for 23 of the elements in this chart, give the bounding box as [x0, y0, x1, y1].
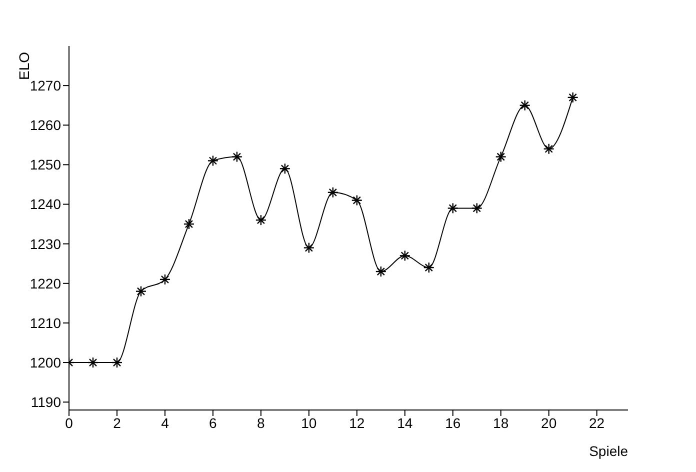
x-tick-label: 8 — [257, 414, 266, 431]
y-tick-label: 1190 — [30, 394, 62, 410]
x-tick-label: 14 — [397, 414, 413, 431]
x-tick-label: 6 — [209, 414, 218, 431]
x-tick-label: 0 — [65, 414, 74, 431]
x-tick-label: 4 — [161, 414, 170, 431]
y-tick-label: 1270 — [30, 78, 62, 94]
x-tick-label: 16 — [445, 414, 461, 431]
y-tick-label: 1220 — [30, 275, 62, 292]
x-tick-label: 20 — [541, 414, 557, 431]
y-tick-label: 1210 — [30, 314, 62, 331]
y-axis-title: ELO — [16, 52, 32, 80]
y-tick-label: 1250 — [30, 156, 62, 173]
x-axis-title: Spiele — [589, 443, 628, 459]
x-tick-label: 12 — [349, 414, 365, 431]
x-tick-label: 2 — [113, 414, 122, 431]
x-tick-label: 18 — [493, 414, 509, 431]
x-tick-label: 10 — [301, 414, 317, 431]
y-tick-label: 1240 — [30, 196, 62, 212]
y-tick-label: 1230 — [30, 236, 62, 252]
y-tick-label: 1260 — [30, 117, 62, 134]
y-tick-label: 1200 — [30, 354, 62, 370]
x-tick-label: 22 — [589, 414, 605, 431]
